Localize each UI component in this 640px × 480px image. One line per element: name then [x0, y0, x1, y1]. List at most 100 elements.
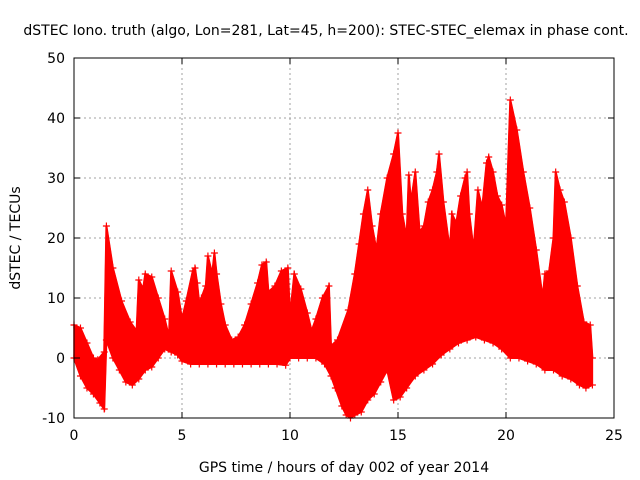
- data-point: [448, 210, 456, 218]
- y-tick-label: 50: [47, 51, 65, 67]
- data-point: [558, 372, 566, 380]
- data-point: [575, 381, 583, 389]
- data-point: [526, 204, 534, 212]
- data-point: [552, 168, 560, 176]
- data-point: [403, 384, 411, 392]
- data-point: [154, 294, 162, 302]
- data-point: [377, 378, 385, 386]
- data-point: [489, 168, 497, 176]
- data-point: [480, 336, 488, 344]
- data-point: [197, 294, 205, 302]
- data-point: [424, 198, 432, 206]
- series-markers: [70, 96, 596, 422]
- data-point: [247, 300, 255, 308]
- data-point: [470, 246, 478, 254]
- data-point: [182, 297, 190, 305]
- data-point: [463, 168, 471, 176]
- data-point: [284, 264, 292, 272]
- data-point: [210, 249, 218, 257]
- data-point: [89, 390, 97, 398]
- data-point: [411, 372, 419, 380]
- data-point: [76, 372, 84, 380]
- data-point: [498, 201, 506, 209]
- data-point: [485, 153, 493, 161]
- data-point: [327, 372, 335, 380]
- data-point: [195, 360, 203, 368]
- data-point: [472, 333, 480, 341]
- data-point: [100, 348, 108, 356]
- data-point: [463, 336, 471, 344]
- y-tick-label: 30: [47, 171, 65, 187]
- data-point: [446, 246, 454, 254]
- data-point: [524, 357, 532, 365]
- data-point: [461, 174, 469, 182]
- data-point: [588, 354, 596, 362]
- data-point: [139, 285, 147, 293]
- data-point: [115, 366, 123, 374]
- data-point: [550, 366, 558, 374]
- data-point: [76, 324, 84, 332]
- data-point: [573, 282, 581, 290]
- data-point: [364, 396, 372, 404]
- data-point: [429, 360, 437, 368]
- x-tick-label: 15: [389, 428, 407, 444]
- data-point: [433, 168, 441, 176]
- data-point: [545, 267, 553, 275]
- data-point: [303, 354, 311, 362]
- data-point: [368, 222, 376, 230]
- data-point: [161, 315, 169, 323]
- x-tick-label: 20: [497, 428, 515, 444]
- data-point: [89, 354, 97, 362]
- data-point: [213, 270, 221, 278]
- data-point: [437, 351, 445, 359]
- data-point: [532, 246, 540, 254]
- data-point: [271, 282, 279, 290]
- data-point: [174, 351, 182, 359]
- y-tick-label: 20: [47, 231, 65, 247]
- data-point: [550, 234, 558, 242]
- data-point: [83, 339, 91, 347]
- data-point: [342, 411, 350, 419]
- data-point: [457, 192, 465, 200]
- data-point: [238, 360, 246, 368]
- data-point: [519, 168, 527, 176]
- data-point: [230, 360, 238, 368]
- data-point: [321, 360, 329, 368]
- x-tick-label: 25: [605, 428, 623, 444]
- axis-ticks: 0 5 10 15 20 25 -10 0 10 20 30 40 50: [42, 51, 623, 444]
- data-point: [318, 294, 326, 302]
- data-point: [498, 345, 506, 353]
- data-point: [264, 288, 272, 296]
- data-point: [148, 363, 156, 371]
- data-point: [178, 315, 186, 323]
- data-point: [338, 402, 346, 410]
- data-point: [396, 393, 404, 401]
- data-point: [344, 306, 352, 314]
- data-point: [254, 279, 262, 287]
- data-point: [295, 354, 303, 362]
- data-point: [454, 339, 462, 347]
- data-point: [515, 354, 523, 362]
- data-point: [174, 288, 182, 296]
- data-point: [133, 327, 141, 335]
- data-point: [513, 126, 521, 134]
- data-point: [582, 384, 590, 392]
- data-point: [370, 390, 378, 398]
- data-point: [405, 171, 413, 179]
- data-point: [241, 321, 249, 329]
- data-point: [539, 294, 547, 302]
- data-point: [264, 360, 272, 368]
- data-point: [204, 252, 212, 260]
- plot-area: [70, 96, 596, 422]
- data-point: [532, 360, 540, 368]
- data-point: [377, 210, 385, 218]
- data-point: [556, 186, 564, 194]
- data-point: [325, 282, 333, 290]
- data-point: [277, 267, 285, 275]
- data-point: [407, 198, 415, 206]
- data-point: [567, 375, 575, 383]
- data-point: [383, 366, 391, 374]
- data-point: [161, 345, 169, 353]
- y-axis-label: dSTEC / TECUs: [8, 186, 24, 289]
- data-point: [193, 279, 201, 287]
